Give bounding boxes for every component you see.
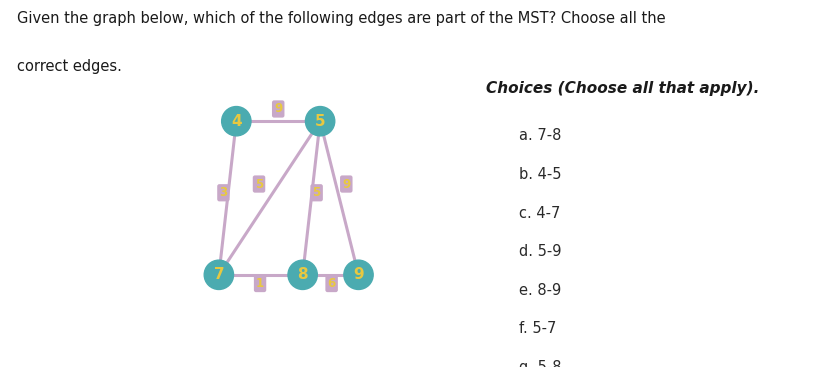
Circle shape bbox=[204, 260, 234, 290]
Text: 9: 9 bbox=[353, 267, 364, 282]
Text: 5: 5 bbox=[312, 186, 321, 199]
Text: b. 4-5: b. 4-5 bbox=[519, 167, 562, 182]
Circle shape bbox=[288, 260, 317, 290]
Text: Given the graph below, which of the following edges are part of the MST? Choose : Given the graph below, which of the foll… bbox=[17, 11, 666, 26]
Text: 6: 6 bbox=[327, 277, 336, 290]
Text: g. 5-8: g. 5-8 bbox=[519, 360, 562, 367]
Circle shape bbox=[222, 106, 251, 136]
Text: a. 7-8: a. 7-8 bbox=[519, 128, 562, 143]
Text: e. 8-9: e. 8-9 bbox=[519, 283, 562, 298]
Text: 4: 4 bbox=[231, 114, 242, 129]
Text: 5: 5 bbox=[315, 114, 326, 129]
Text: 3: 3 bbox=[219, 186, 228, 199]
Text: d. 5-9: d. 5-9 bbox=[519, 244, 562, 259]
Circle shape bbox=[344, 260, 373, 290]
Text: 8: 8 bbox=[297, 267, 308, 282]
Text: 9: 9 bbox=[342, 178, 351, 190]
Text: 1: 1 bbox=[256, 277, 264, 290]
Text: correct edges.: correct edges. bbox=[17, 59, 121, 74]
Text: 5: 5 bbox=[255, 178, 263, 190]
Text: c. 4-7: c. 4-7 bbox=[519, 206, 561, 221]
Circle shape bbox=[306, 106, 335, 136]
Text: 7: 7 bbox=[214, 267, 224, 282]
Text: 9: 9 bbox=[274, 102, 283, 116]
Text: Choices (Choose all that apply).: Choices (Choose all that apply). bbox=[486, 81, 760, 96]
Text: f. 5-7: f. 5-7 bbox=[519, 321, 557, 336]
